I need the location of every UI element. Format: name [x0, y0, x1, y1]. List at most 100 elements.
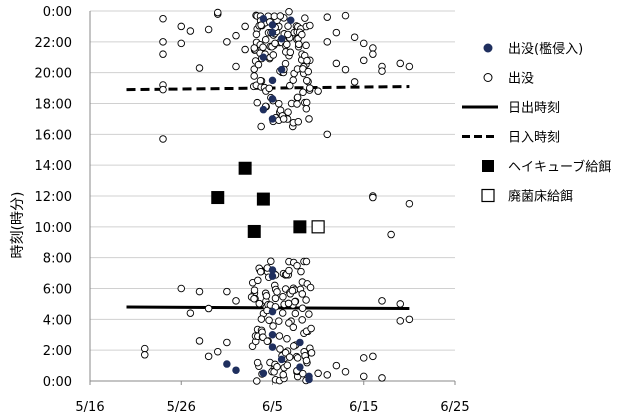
emergence-point [294, 117, 303, 126]
emergence-point [204, 304, 213, 313]
feed-hecube-point [238, 161, 252, 175]
legend-item-feed_hecube: ヘイキューブ給餌 [482, 159, 611, 175]
emergence-point [253, 98, 261, 107]
emergence-point [323, 38, 332, 46]
emergence-point [140, 344, 149, 353]
emergence-point [250, 44, 258, 52]
emergence-point [177, 284, 185, 293]
emergence-trap-point [268, 115, 277, 123]
emergence-point [285, 353, 294, 361]
emergence-trap-point [259, 53, 268, 62]
emergence-point [254, 276, 262, 285]
legend-item-sunset: 日入時刻 [462, 131, 560, 146]
emergence-point [159, 50, 167, 58]
emergence-trap-point [268, 307, 277, 316]
emergence-point [285, 319, 293, 327]
emergence-point [297, 267, 305, 276]
emergence-point [265, 84, 273, 93]
data-points [140, 8, 414, 385]
emergence-point [302, 104, 311, 113]
emergence-point [159, 14, 167, 23]
emergence-trap-point [268, 266, 277, 274]
y-tick-label: 8:00 [43, 252, 72, 267]
emergence-trap-point [259, 369, 268, 378]
emergence-point [223, 38, 231, 46]
emergence-point [303, 56, 311, 65]
emergence-trap-point [268, 95, 277, 103]
emergence-point [275, 317, 283, 325]
legend-label: ヘイキューブ給餌 [508, 159, 611, 175]
emergence-point [271, 294, 280, 303]
legend-label: 出没(檻侵入) [508, 41, 583, 57]
emergence-point [140, 351, 149, 359]
emergence-trap-point [277, 65, 286, 74]
emergence-point [276, 345, 284, 353]
emergence-point [286, 48, 295, 57]
emergence-point [289, 323, 298, 332]
emergence-trap-point [287, 16, 295, 25]
legend-marker [482, 160, 494, 172]
emergence-point [298, 316, 306, 324]
emergence-trap-point [268, 343, 277, 351]
emergence-point [195, 287, 204, 296]
emergence-point [314, 369, 322, 378]
emergence-point [396, 300, 405, 308]
emergence-point [159, 135, 167, 143]
emergence-point [396, 59, 405, 68]
emergence-point [232, 62, 240, 71]
emergence-point [405, 62, 414, 71]
emergence-point [360, 372, 368, 381]
emergence-point [284, 299, 293, 308]
legend-marker [483, 43, 493, 53]
emergence-point [257, 315, 266, 323]
emergence-point [302, 296, 310, 304]
emergence-point [305, 310, 313, 318]
emergence-point [279, 115, 288, 123]
emergence-point [204, 352, 213, 361]
legend-item-emergence_trap: 出没(檻侵入) [483, 41, 583, 57]
emergence-point [306, 84, 314, 92]
emergence-point [283, 334, 291, 343]
emergence-point [278, 309, 287, 317]
emergence-point [273, 288, 281, 296]
emergence-point [332, 59, 341, 68]
emergence-point [253, 358, 262, 367]
emergence-point [301, 14, 309, 22]
emergence-trap-point [296, 338, 304, 347]
emergence-point [378, 297, 386, 305]
legend-item-sunrise: 日出時刻 [462, 101, 560, 116]
emergence-point [405, 199, 414, 208]
emergence-point [369, 193, 377, 202]
emergence-point [299, 88, 307, 96]
emergence-trap-point [277, 355, 286, 364]
x-tick-labels: 5/16 5/26 6/5 6/15 6/25 [75, 400, 469, 415]
emergence-point [323, 371, 332, 379]
emergence-point [307, 349, 316, 357]
emergence-point [369, 50, 377, 58]
emergence-point [293, 93, 302, 102]
emergence-point [298, 304, 307, 312]
emergence-point [261, 36, 270, 44]
emergence-point [396, 317, 405, 325]
emergence-point [302, 98, 311, 107]
y-tick-label: 14:00 [35, 159, 72, 174]
y-tick-label: 20:00 [35, 67, 72, 82]
feed-hecube-point [211, 191, 225, 205]
emergence-point [323, 130, 332, 139]
emergence-point [293, 261, 301, 270]
emergence-point [241, 45, 249, 54]
emergence-point [186, 309, 195, 317]
emergence-point [369, 352, 377, 361]
x-tick-label: 5/16 [75, 400, 104, 415]
emergence-point [378, 374, 386, 382]
emergence-point [341, 65, 350, 74]
emergence-point [195, 64, 204, 72]
emergence-point [286, 81, 294, 90]
emergence-point [295, 40, 303, 49]
emergence-point [257, 122, 265, 131]
emergence-point [275, 99, 283, 108]
emergence-point [213, 347, 222, 356]
emergence-point [307, 324, 315, 333]
